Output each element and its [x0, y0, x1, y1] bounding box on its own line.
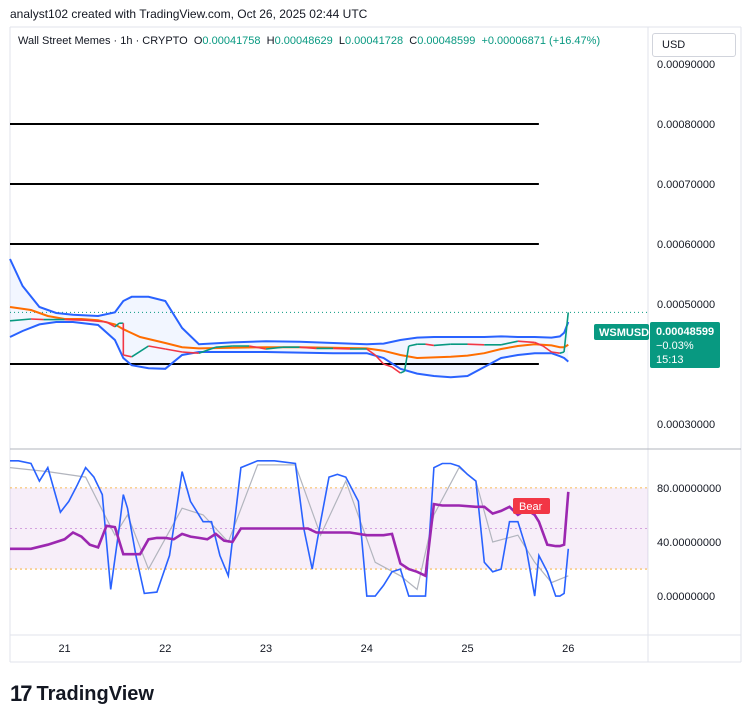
price-segment: [131, 345, 149, 358]
price-segment: [400, 370, 405, 374]
price-segment: [403, 345, 410, 372]
bear-label-bg: [513, 498, 550, 514]
symbol-legend: Wall Street Memes · 1h · CRYPTO O0.00041…: [18, 35, 600, 47]
price-tick-label: 0.00040000: [657, 359, 715, 371]
price-tick-label: 0.00090000: [657, 59, 715, 71]
price-segment: [563, 312, 570, 353]
price-segment: [542, 345, 552, 353]
time-tick-label: 24: [361, 643, 373, 655]
open-label: O: [193, 35, 203, 47]
oscillator-tick-label: 0.00000000: [657, 591, 715, 603]
time-tick-label: 23: [260, 643, 272, 655]
price-tick-label: 0.00030000: [657, 419, 715, 431]
price-segment: [114, 322, 120, 328]
price-segment: [30, 318, 44, 321]
price-segment: [85, 319, 107, 323]
price-segment: [366, 348, 376, 356]
price-segment: [265, 346, 283, 350]
price-segment: [433, 343, 451, 347]
price-segment: [383, 363, 393, 368]
open-value: 0.00041758: [202, 35, 261, 47]
low-label: L: [338, 35, 345, 47]
price-segment: [123, 354, 132, 358]
bollinger-fill: [10, 259, 569, 378]
price-segment: [215, 345, 233, 348]
low-value: 0.00041728: [345, 35, 404, 47]
time-tick-label: 22: [159, 643, 171, 655]
price-tag-countdown: 15:13: [656, 354, 684, 366]
oscillator-tick-label: 80.00000000: [657, 483, 721, 495]
high-value: 0.00048629: [274, 35, 333, 47]
time-tick-label: 26: [562, 643, 574, 655]
change-value: +0.00006871 (+16.47%): [481, 35, 601, 47]
price-segment: [374, 354, 385, 365]
price-segment: [165, 348, 183, 353]
tradingview-logo-mark: 17: [10, 681, 33, 706]
bollinger-basis-line: [9, 306, 569, 360]
price-segment: [182, 351, 199, 354]
price-segment: [517, 340, 535, 344]
price-tag-bg: [650, 322, 720, 368]
time-tick-label: 21: [58, 643, 70, 655]
price-segment: [198, 346, 216, 354]
price-segment: [64, 318, 86, 321]
bollinger-upper-line: [9, 258, 570, 346]
tradingview-logo-text: TradingView: [36, 682, 154, 705]
price-segment: [106, 321, 116, 328]
ticker-tag-bg: [594, 324, 649, 340]
currency-selector[interactable]: USD: [652, 33, 736, 57]
price-segment: [500, 340, 519, 346]
time-tick-label: 25: [461, 643, 473, 655]
stoch-d-line: [9, 464, 569, 591]
price-segment: [425, 343, 435, 347]
price-segment: [559, 351, 565, 354]
high-label: H: [266, 35, 275, 47]
oscillator-pane: [9, 459, 570, 597]
price-segment: [299, 346, 317, 350]
symbol-name: Wall Street Memes · 1h · CRYPTO: [18, 35, 188, 47]
price-segment: [551, 351, 560, 354]
price-segment: [148, 345, 166, 350]
oscillator-tick-label: 40.00000000: [657, 537, 721, 549]
price-pane: [9, 123, 648, 379]
price-segment: [408, 343, 418, 347]
price-tick-label: 0.00080000: [657, 119, 715, 131]
price-tag-change: −0.03%: [656, 340, 694, 352]
price-segment: [9, 318, 32, 322]
tradingview-logo: 17 TradingView: [10, 681, 154, 707]
rsi-line: [10, 491, 570, 578]
stoch-k-line: [10, 459, 570, 597]
axes: 0.00090000 0.00080000 0.00070000 0.00060000…: [58, 59, 721, 655]
close-value: 0.00048599: [417, 35, 476, 47]
price-tick-label: 0.00050000: [657, 299, 715, 311]
chart-author-header: analyst102 created with TradingView.com,…: [10, 7, 368, 21]
oscillator-band: [10, 487, 648, 570]
price-tick-label: 0.00060000: [657, 239, 715, 251]
ticker-tag: WSMUSD: [599, 327, 649, 339]
price-segment: [534, 341, 544, 347]
bear-label: Bear: [519, 501, 543, 513]
price-segment: [467, 343, 485, 346]
bollinger-lower-line: [9, 321, 569, 379]
price-tick-label: 0.00070000: [657, 179, 715, 191]
price-segment: [391, 366, 401, 374]
price-segment: [333, 347, 351, 350]
price-tag-price: 0.00048599: [656, 326, 714, 338]
price-segment: [249, 345, 267, 350]
close-label: C: [409, 35, 418, 47]
